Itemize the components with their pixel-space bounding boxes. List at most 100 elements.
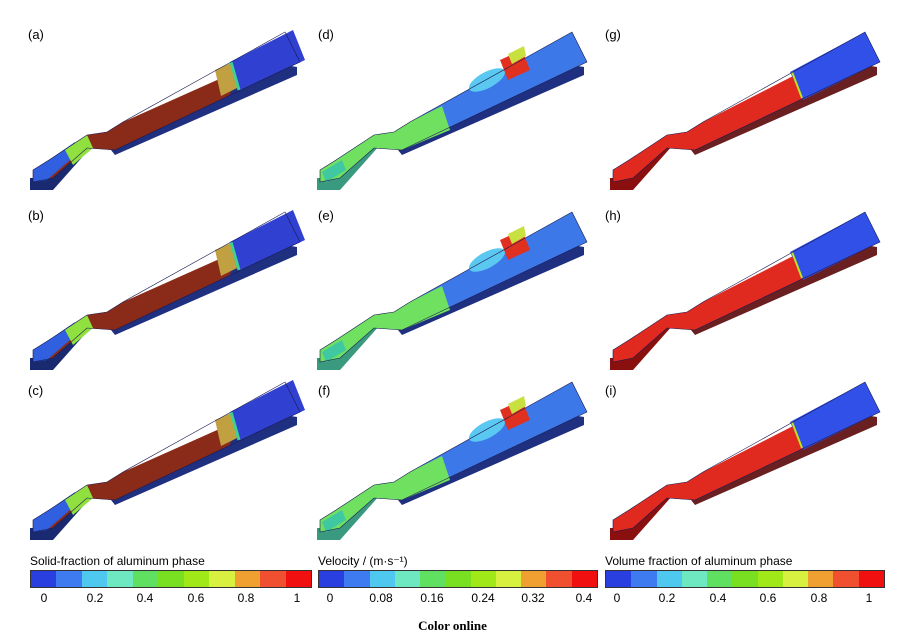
colorbar-segment	[571, 571, 597, 587]
liquid-region	[230, 210, 305, 270]
colorbar-segment	[470, 571, 496, 587]
panel-label-i: (i)	[605, 383, 617, 398]
interface-region	[215, 412, 237, 446]
mold-side	[107, 245, 297, 335]
colorbar-segment	[833, 571, 859, 587]
panel-label-f: (f)	[318, 383, 331, 398]
colorbar-segment	[319, 571, 345, 587]
tick-label: 0.6	[187, 591, 205, 605]
colorbar-segment	[656, 571, 682, 587]
air-region	[790, 212, 880, 280]
colorbar-volume-fraction	[605, 570, 885, 588]
tick-label: 0	[40, 591, 48, 605]
tick-label: 0.08	[369, 591, 393, 605]
footer-note: Color online	[418, 618, 487, 633]
tick-label: 1	[293, 591, 301, 605]
air-region	[790, 382, 880, 450]
tick-label: 0.4	[136, 591, 154, 605]
phase-front	[791, 251, 803, 279]
panel-h	[610, 211, 881, 370]
high-velocity-jet	[320, 106, 450, 182]
colorbar-segment	[445, 571, 471, 587]
slab-outline	[319, 381, 588, 533]
colorbar-solid-fraction	[30, 570, 312, 588]
inlet-region	[33, 142, 75, 182]
panel-label-d: (d)	[318, 27, 334, 42]
panel-f	[317, 381, 588, 540]
phase-front	[791, 71, 803, 99]
colorbar-segment	[369, 571, 395, 587]
liquid-region	[230, 30, 305, 90]
phase-front	[791, 421, 803, 449]
colorbar-title-solid-fraction: Solid-fraction of aluminum phase	[30, 554, 205, 568]
interface-region	[215, 242, 237, 276]
panel-label-b: (b)	[28, 208, 44, 223]
tick-label: 0	[326, 591, 334, 605]
colorbar-segment	[209, 571, 235, 587]
colorbar-title-volume-fraction: Volume fraction of aluminum phase	[605, 554, 793, 568]
phase-front	[229, 411, 241, 441]
high-velocity-jet	[320, 286, 450, 362]
colorbar-segment	[344, 571, 370, 587]
solid-region	[33, 72, 235, 182]
colorbar-segment	[782, 571, 809, 587]
panel-label-g: (g)	[605, 27, 621, 42]
colorbar-segment	[285, 571, 311, 587]
mold-side	[107, 65, 297, 155]
slab-outline	[319, 31, 588, 183]
air-region	[790, 32, 880, 100]
tick-label: 0.8	[810, 591, 828, 605]
tick-label: 0	[613, 591, 621, 605]
colorbar-segment	[158, 571, 184, 587]
colorbar-segment	[81, 571, 108, 587]
slab-outline	[32, 31, 301, 183]
mid-velocity-spot	[508, 46, 526, 64]
colorbar-segment	[260, 571, 286, 587]
panel-i	[610, 381, 881, 540]
aluminum-region	[613, 255, 805, 362]
panel-e	[317, 211, 588, 370]
colorbar-segment	[56, 571, 82, 587]
interface-region	[215, 62, 237, 96]
slab-outline	[319, 211, 588, 363]
simulation-panels	[30, 30, 881, 540]
transition-region	[65, 135, 93, 165]
slab-outline	[612, 31, 881, 183]
mid-velocity-spot	[508, 226, 526, 244]
colorbar-segment	[631, 571, 657, 587]
colorbar-segment	[732, 571, 758, 587]
colorbar-segment	[234, 571, 261, 587]
colorbar-segment	[681, 571, 708, 587]
mold-side	[687, 415, 877, 505]
panel-c	[30, 380, 305, 540]
slab-outline	[32, 211, 301, 363]
inlet-velocity	[322, 340, 346, 362]
tick-label: 0.6	[759, 591, 777, 605]
transition-region	[65, 315, 93, 345]
colorbar-segment	[707, 571, 733, 587]
panel-label-c: (c)	[28, 383, 44, 398]
aluminum-region	[613, 425, 805, 532]
slab-outline	[32, 381, 301, 533]
colorbar-segment	[107, 571, 133, 587]
inlet-velocity	[322, 160, 346, 182]
mold-side	[687, 245, 877, 335]
colorbar-segment	[606, 571, 632, 587]
mold-side	[687, 65, 877, 155]
colorbar-segment	[521, 571, 547, 587]
colorbar-segment	[858, 571, 884, 587]
panel-label-e: (e)	[318, 208, 334, 223]
panel-g	[610, 31, 881, 190]
phase-front	[229, 61, 241, 91]
mold-side	[107, 415, 297, 505]
colorbar-segment	[420, 571, 446, 587]
slab-outline	[612, 211, 881, 363]
inlet-velocity	[322, 510, 346, 532]
colorbar-segment	[495, 571, 522, 587]
tick-label: 0.32	[521, 591, 545, 605]
colorbar-segment	[394, 571, 421, 587]
high-velocity-jet	[320, 456, 450, 532]
liquid-region	[230, 380, 305, 440]
colorbar-segment	[132, 571, 159, 587]
